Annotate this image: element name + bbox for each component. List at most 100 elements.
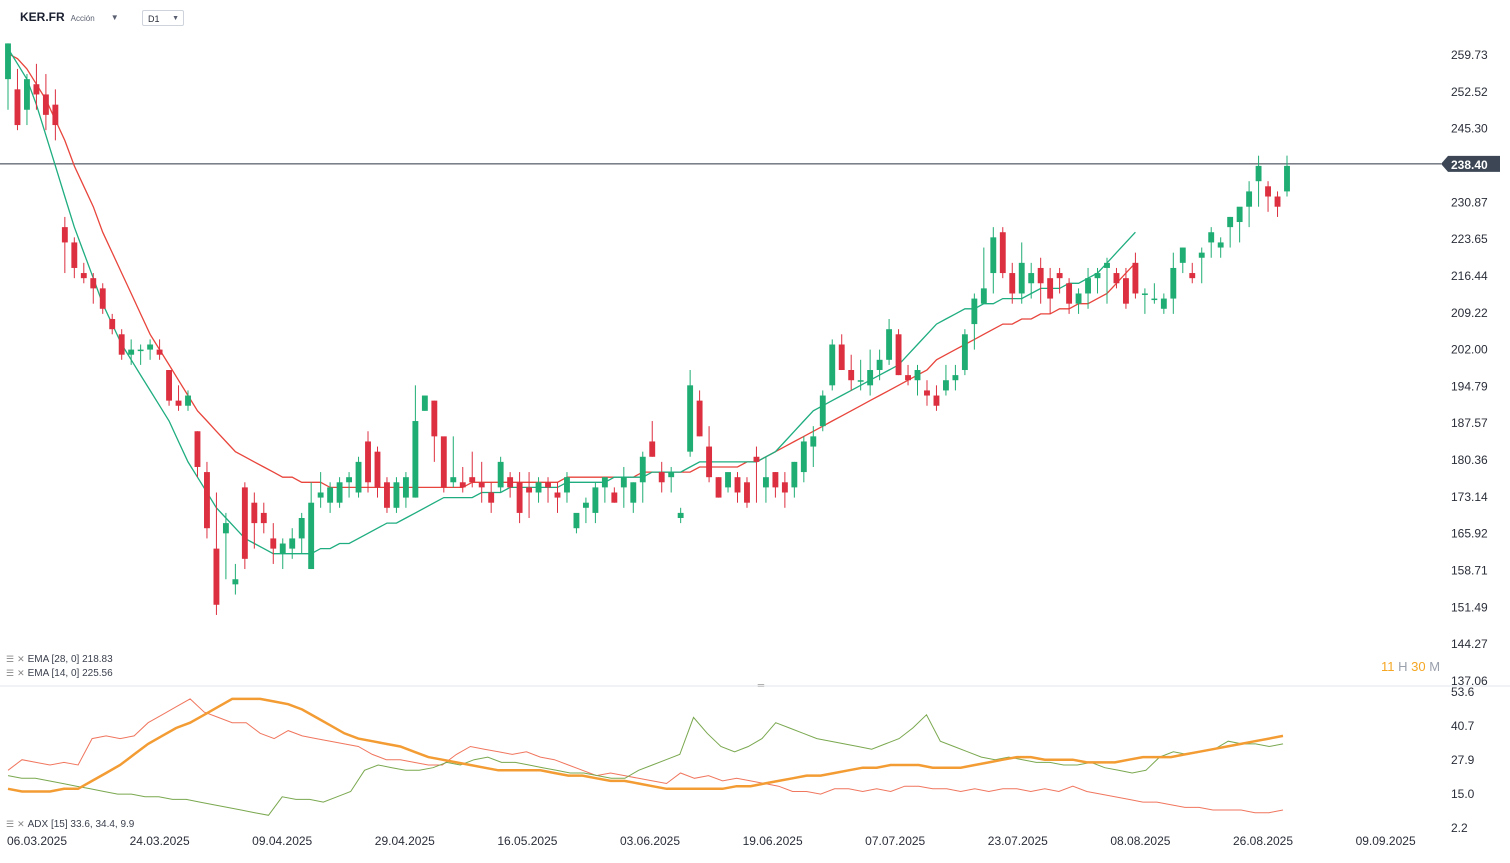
close-icon[interactable]: ✕ [17, 819, 25, 829]
candle-down [1123, 278, 1129, 304]
candle-up [687, 385, 694, 452]
adx-y-tick-label: 15.0 [1451, 787, 1475, 801]
candle-down [260, 512, 267, 524]
candle-up [24, 79, 30, 110]
chevron-down-icon: ▼ [172, 15, 179, 22]
candle-down [478, 482, 485, 488]
x-tick-label: 07.07.2025 [865, 834, 925, 848]
y-tick-label: 165.92 [1451, 527, 1488, 541]
y-tick-label: 252.52 [1451, 85, 1488, 99]
candle-down [753, 456, 760, 462]
candle-up [1104, 262, 1110, 268]
x-tick-label: 06.03.2025 [7, 834, 67, 848]
y-tick-label: 180.36 [1451, 453, 1488, 467]
candle-down [781, 482, 788, 493]
candle-up [1094, 273, 1101, 279]
candle-down [365, 441, 371, 483]
y-tick-label: 216.44 [1451, 269, 1488, 283]
candle-up [990, 237, 997, 274]
candle-down [194, 431, 201, 467]
candle-down [1037, 267, 1044, 284]
candle-up [289, 538, 296, 549]
candle-up [336, 482, 343, 503]
candle-up [971, 298, 978, 325]
candle-down [118, 334, 125, 355]
candle-up [1246, 191, 1253, 207]
x-tick-label: 16.05.2025 [497, 834, 557, 848]
ema14-legend: ☰ ✕ EMA [14, 0] 225.56 [6, 668, 113, 679]
candle-up [573, 512, 580, 529]
close-icon[interactable]: ✕ [17, 654, 25, 664]
candle-down [734, 477, 741, 493]
y-tick-label: 187.57 [1451, 416, 1488, 430]
y-tick-label: 259.73 [1451, 48, 1488, 62]
symbol-dropdown-icon[interactable]: ▼ [110, 12, 119, 22]
candle-up [1217, 242, 1224, 248]
x-tick-label: 09.09.2025 [1356, 834, 1416, 848]
timeframe-select[interactable]: D1 ▼ [142, 10, 184, 26]
candle-down [1265, 186, 1271, 197]
x-tick-label: 24.03.2025 [130, 834, 190, 848]
candle-down [71, 242, 78, 268]
candle-up [677, 512, 684, 519]
settings-icon[interactable]: ☰ [6, 654, 15, 664]
y-tick-label: 245.30 [1451, 122, 1488, 136]
adx-y-tick-label: 2.2 [1451, 821, 1468, 835]
candle-down [459, 482, 466, 488]
candle-down [905, 375, 911, 381]
ema28-text: EMA [28, 0] 218.83 [27, 654, 113, 665]
settings-icon[interactable]: ☰ [6, 668, 15, 678]
candle-down [204, 472, 210, 529]
candle-down [14, 89, 21, 126]
candle-down [924, 390, 930, 396]
candle-down [554, 492, 561, 498]
symbol-header: KER.FR Acción ▼ [20, 10, 119, 24]
candle-up [582, 502, 589, 508]
settings-icon[interactable]: ☰ [6, 819, 15, 829]
timer-minutes: 30 [1411, 659, 1426, 674]
candle-down [895, 334, 902, 376]
x-tick-label: 03.06.2025 [620, 834, 680, 848]
candle-up [1028, 273, 1035, 284]
candle-down [507, 477, 514, 488]
candle-up [810, 436, 817, 447]
y-tick-label: 209.22 [1451, 306, 1488, 320]
candle-up [327, 487, 334, 503]
x-tick-label: 29.04.2025 [375, 834, 435, 848]
candle-down [384, 482, 390, 508]
candle-up [1160, 298, 1167, 309]
candle-up [346, 477, 353, 483]
adx-text: ADX [15] 33.6, 34.4, 9.9 [27, 819, 135, 830]
candle-up [791, 461, 798, 488]
candle-down [999, 232, 1006, 274]
y-tick-label: 202.00 [1451, 343, 1488, 357]
candle-up [942, 380, 949, 391]
candle-up [829, 344, 836, 386]
candle-down [109, 318, 116, 330]
candle-up [857, 380, 864, 382]
candle-up [1227, 216, 1234, 228]
candle-up [393, 482, 400, 508]
candle-down [33, 84, 40, 95]
candle-down [469, 477, 476, 483]
candle-down [99, 288, 106, 309]
candle-up [298, 518, 305, 539]
pane-resize-handle: ═ [757, 680, 765, 690]
y-tick-label: 230.87 [1451, 195, 1488, 209]
di-plus-line [7, 713, 1284, 816]
candle-up [147, 344, 154, 350]
candle-down [838, 344, 845, 371]
candle-down [90, 278, 97, 289]
candle-down [440, 436, 447, 488]
y-tick-label: 223.65 [1451, 232, 1488, 246]
candle-down [526, 487, 533, 493]
candle-down [696, 400, 703, 437]
adx-y-tick-label: 53.6 [1451, 685, 1475, 699]
ema28-legend: ☰ ✕ EMA [28, 0] 218.83 [6, 654, 113, 665]
close-icon[interactable]: ✕ [17, 668, 25, 678]
candle-down [251, 502, 258, 524]
candle-up [1085, 278, 1091, 294]
candle-up [620, 477, 627, 488]
